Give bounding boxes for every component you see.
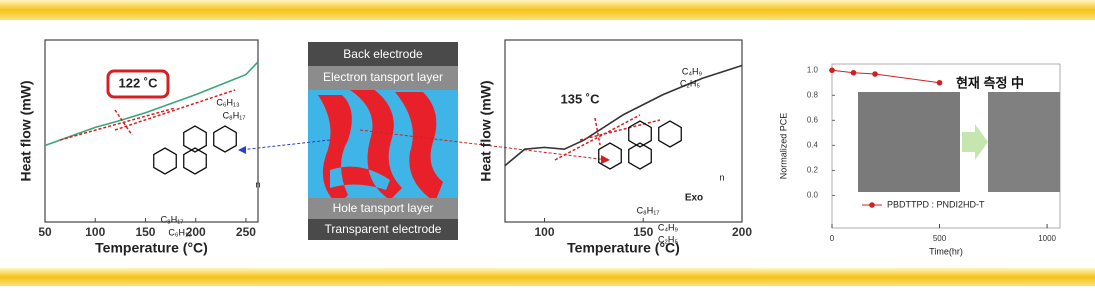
structure-ring	[183, 125, 207, 153]
x-tick-label: 50	[38, 225, 52, 239]
y-tick-label: 0.2	[807, 166, 819, 175]
annotation-box	[106, 69, 170, 99]
x-tick-label: 200	[186, 225, 206, 239]
structure-ring	[628, 120, 652, 148]
structure-label: C₂H₅	[658, 234, 678, 244]
tangent-line	[594, 117, 601, 146]
x-tick-label: 100	[85, 225, 105, 239]
x-axis-label: Temperature (°C)	[95, 240, 208, 256]
structure-label: C₂H₅	[680, 78, 700, 88]
tangent-line	[579, 119, 661, 141]
series-marker	[850, 69, 857, 76]
structure-ring	[628, 142, 652, 170]
x-tick-label: 150	[135, 225, 155, 239]
tangent-line	[554, 114, 641, 161]
x-tick-label: 0	[830, 234, 835, 243]
plot-frame	[44, 39, 259, 223]
top-band	[0, 0, 1095, 20]
annotation: 현재 측정 中	[956, 75, 1024, 90]
x-axis-label: Time(hr)	[929, 246, 963, 256]
layer-label: Hole tansport layer	[333, 201, 434, 215]
layer-label: Electron tansport layer	[323, 70, 443, 84]
blend-domains	[318, 88, 443, 205]
series-line	[44, 61, 259, 147]
y-tick-label: 1.0	[807, 65, 819, 74]
y-tick-label: 0.4	[807, 140, 819, 149]
tangent-line	[114, 109, 133, 136]
x-tick-label: 1000	[1038, 234, 1056, 243]
layer-band	[308, 198, 458, 219]
progress-arrow	[962, 124, 988, 160]
device-diagram: Back electrode Electron tansport layer H…	[308, 42, 458, 240]
x-tick-label: 100	[534, 225, 554, 239]
arrow-head	[238, 146, 246, 154]
structure-label: C₄H₉	[658, 222, 679, 232]
y-tick-label: 0.0	[807, 191, 819, 200]
structure-label: C₆H₁₃	[216, 97, 240, 107]
y-axis-label: Heat flow (mW)	[18, 80, 34, 181]
structure-label: C₈H₁₇	[223, 110, 246, 120]
legend-marker	[869, 202, 875, 208]
structure-ring	[598, 142, 622, 170]
x-tick-label: 250	[236, 225, 256, 239]
structure-label: n	[255, 179, 260, 189]
legend-label: PBDTTPD : PNDI2HD-T	[887, 199, 985, 209]
annotation: 135 ˚C	[560, 91, 600, 106]
arrow-head	[601, 155, 610, 164]
y-tick-label: 0.8	[807, 90, 819, 99]
plot-frame	[504, 39, 743, 223]
structure-ring	[153, 147, 177, 175]
layer-band	[308, 219, 458, 240]
y-tick-label: 0.6	[807, 115, 819, 124]
sample-image	[858, 92, 960, 192]
structure-ring	[213, 125, 237, 153]
structure-ring	[183, 147, 207, 175]
x-axis-label: Temperature (°C)	[567, 240, 680, 256]
annotation: 122 ˚C	[118, 75, 158, 90]
x-tick-label: 150	[633, 225, 653, 239]
pointer-arrow	[239, 139, 331, 151]
series-line	[831, 69, 940, 84]
series-marker	[872, 71, 878, 77]
layer-label: Back electrode	[343, 47, 423, 61]
layer-band	[308, 42, 458, 66]
layer-band	[308, 66, 458, 90]
series-marker	[936, 79, 943, 86]
structure-label: C₈H₁₇	[637, 205, 660, 215]
structure-label: C₄H₉	[682, 66, 703, 76]
structure-ring	[658, 120, 682, 148]
y-axis-label: Normalized PCE	[778, 113, 788, 180]
pointer-arrow	[359, 129, 609, 161]
structure-label: C₈H₁₇	[161, 214, 184, 224]
series-marker	[829, 67, 835, 74]
tangent-line	[114, 89, 236, 131]
x-tick-label: 200	[732, 225, 752, 239]
annotation: Exo	[685, 193, 703, 204]
x-tick-label: 500	[933, 234, 947, 243]
bottom-band	[0, 268, 1095, 286]
y-axis-label: Heat flow (mW)	[478, 80, 494, 181]
structure-label: n	[719, 172, 724, 182]
tangent-line	[59, 107, 176, 141]
series-line	[504, 64, 743, 167]
structure-label: C₆H₁₃	[168, 227, 192, 237]
sample-image	[988, 92, 1060, 192]
layer-label: Transparent electrode	[325, 222, 442, 236]
